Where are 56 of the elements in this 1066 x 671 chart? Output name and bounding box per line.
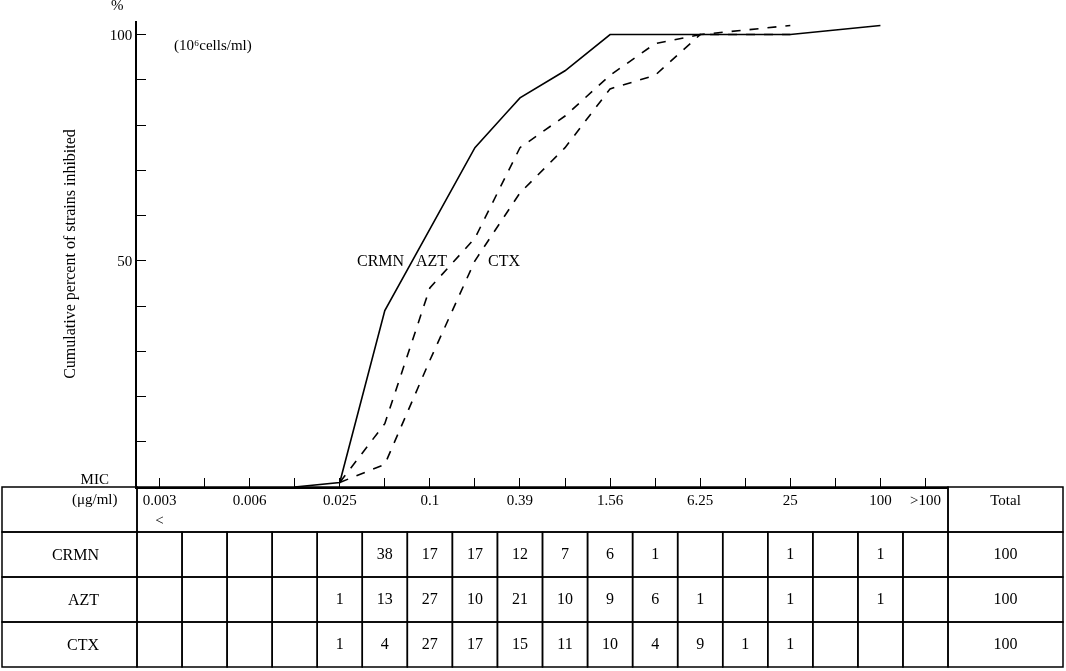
data-label: 100 [993, 589, 1018, 607]
data-label: 17 [466, 544, 483, 562]
y-tick-label: CRMN [51, 546, 100, 564]
data-label: 17 [421, 544, 438, 562]
series-label: AZT [416, 252, 448, 269]
data-label: 100 [993, 634, 1018, 652]
data-label: 15 [511, 634, 528, 652]
data-label: 100 [993, 544, 1018, 562]
y-axis-title: Cumulative percent of strains inhibited [61, 129, 80, 379]
data-label: 1 [741, 634, 750, 652]
data-label: 21 [511, 589, 528, 607]
series-label: CRMN [357, 252, 405, 269]
data-label: 27 [421, 589, 438, 607]
data-label: 1 [876, 589, 885, 607]
annotation: (10⁶cells/ml) [174, 37, 252, 54]
data-label: 7 [561, 544, 570, 562]
data-label: 1 [651, 544, 660, 562]
text: % [111, 0, 124, 13]
data-label: 4 [651, 634, 660, 652]
data-label: 9 [696, 634, 705, 652]
x-tick-label: 0.006 [232, 492, 268, 508]
x-tick-label: 0.025 [322, 492, 357, 508]
data-label: 13 [376, 589, 393, 607]
data-label: 6 [606, 544, 615, 562]
data-label: 4 [380, 634, 389, 652]
x-tick-label: 6.25 [687, 492, 714, 508]
x-tick-label: 0.1 [420, 492, 440, 508]
x-tick-label: 25 [782, 492, 798, 508]
x-tick-label: Total [990, 492, 1021, 508]
x-tick-label: 100 [869, 492, 892, 508]
data-label: 6 [651, 589, 660, 607]
data-label: 1 [335, 634, 344, 652]
data-label: 1 [786, 544, 795, 562]
x-tick-label: 1.56 [596, 492, 624, 508]
y-tick-label: CTX [67, 636, 100, 654]
data-label: 38 [376, 544, 393, 562]
x-tick-label: >100 [909, 492, 941, 508]
data-label: 10 [557, 589, 574, 607]
series-label: CTX [488, 252, 521, 269]
y-tick-label: AZT [67, 591, 100, 609]
data-label: 27 [421, 634, 438, 652]
data-label: 12 [511, 544, 528, 562]
x-axis-title: MIC (μg/ml) [72, 471, 118, 508]
data-label: 10 [466, 589, 483, 607]
data-label: 17 [466, 634, 483, 652]
data-label: 1 [786, 634, 795, 652]
x-tick-label: 0.003 < [142, 492, 177, 528]
data-label: 11 [557, 634, 573, 652]
x-tick-label: 0.39 [506, 492, 534, 508]
y-tick-label: 50 [117, 253, 133, 270]
data-label: 10 [602, 634, 619, 652]
data-label: 9 [606, 589, 615, 607]
data-label: 1 [335, 589, 344, 607]
data-label: 1 [696, 589, 705, 607]
data-label: 1 [786, 589, 795, 607]
data-label: 1 [876, 544, 885, 562]
